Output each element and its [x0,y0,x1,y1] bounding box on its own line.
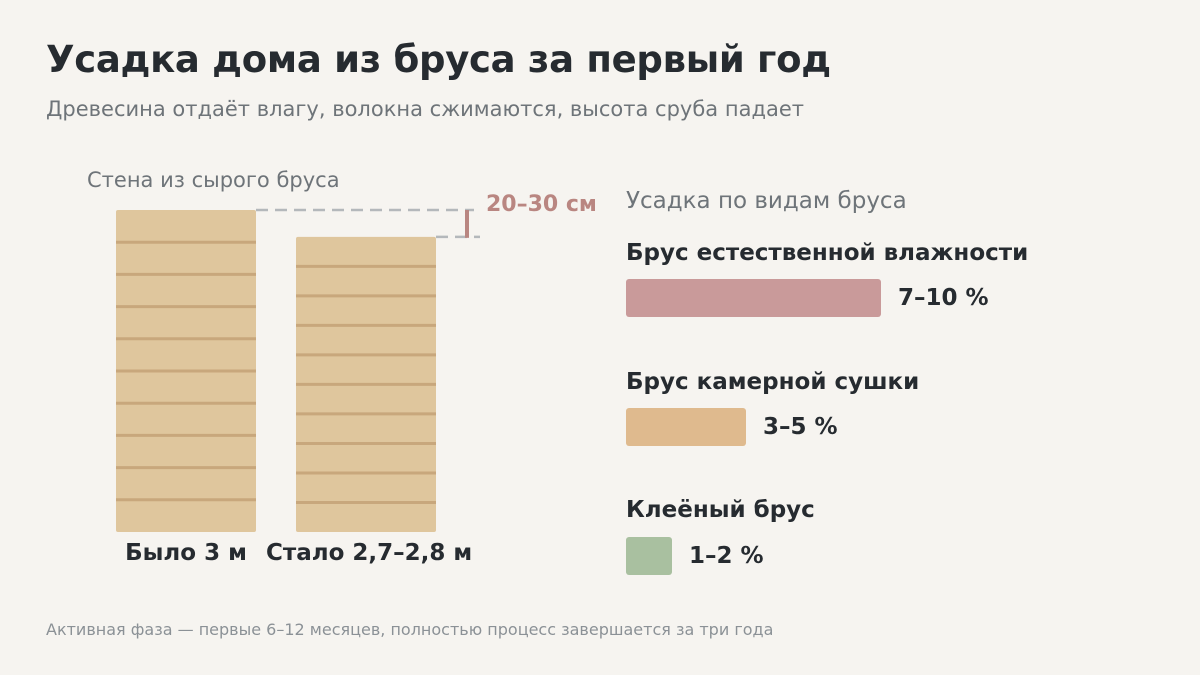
page-title: Усадка дома из бруса за первый год [46,38,831,81]
wall-before-seams [116,240,256,502]
type-value-natural: 7–10 % [898,285,989,311]
type-value-kiln-dried: 3–5 % [763,414,838,440]
footnote: Активная фаза — первые 6–12 месяцев, пол… [46,620,774,639]
type-value-glulam: 1–2 % [689,543,764,569]
wall-after-seams [296,264,436,504]
type-bar-kiln-dried [626,408,746,446]
type-name-natural: Брус естественной влажности [626,240,1029,266]
wall-before-caption: Было 3 м [125,540,247,566]
type-bar-natural [626,279,881,317]
type-name-kiln-dried: Брус камерной сушки [626,369,920,395]
wall-comparison-graphic [116,208,480,533]
page-subtitle: Древесина отдаёт влагу, волокна сжимаютс… [46,97,804,121]
shrink-label: 20–30 см [486,192,597,217]
wall-after-caption: Стало 2,7–2,8 м [266,540,473,566]
type-name-glulam: Клеёный брус [626,497,815,523]
shrinkage-panel-title: Усадка по видам бруса [626,188,907,214]
type-bar-glulam [626,537,672,575]
wall-chart-title: Стена из сырого бруса [87,168,340,192]
